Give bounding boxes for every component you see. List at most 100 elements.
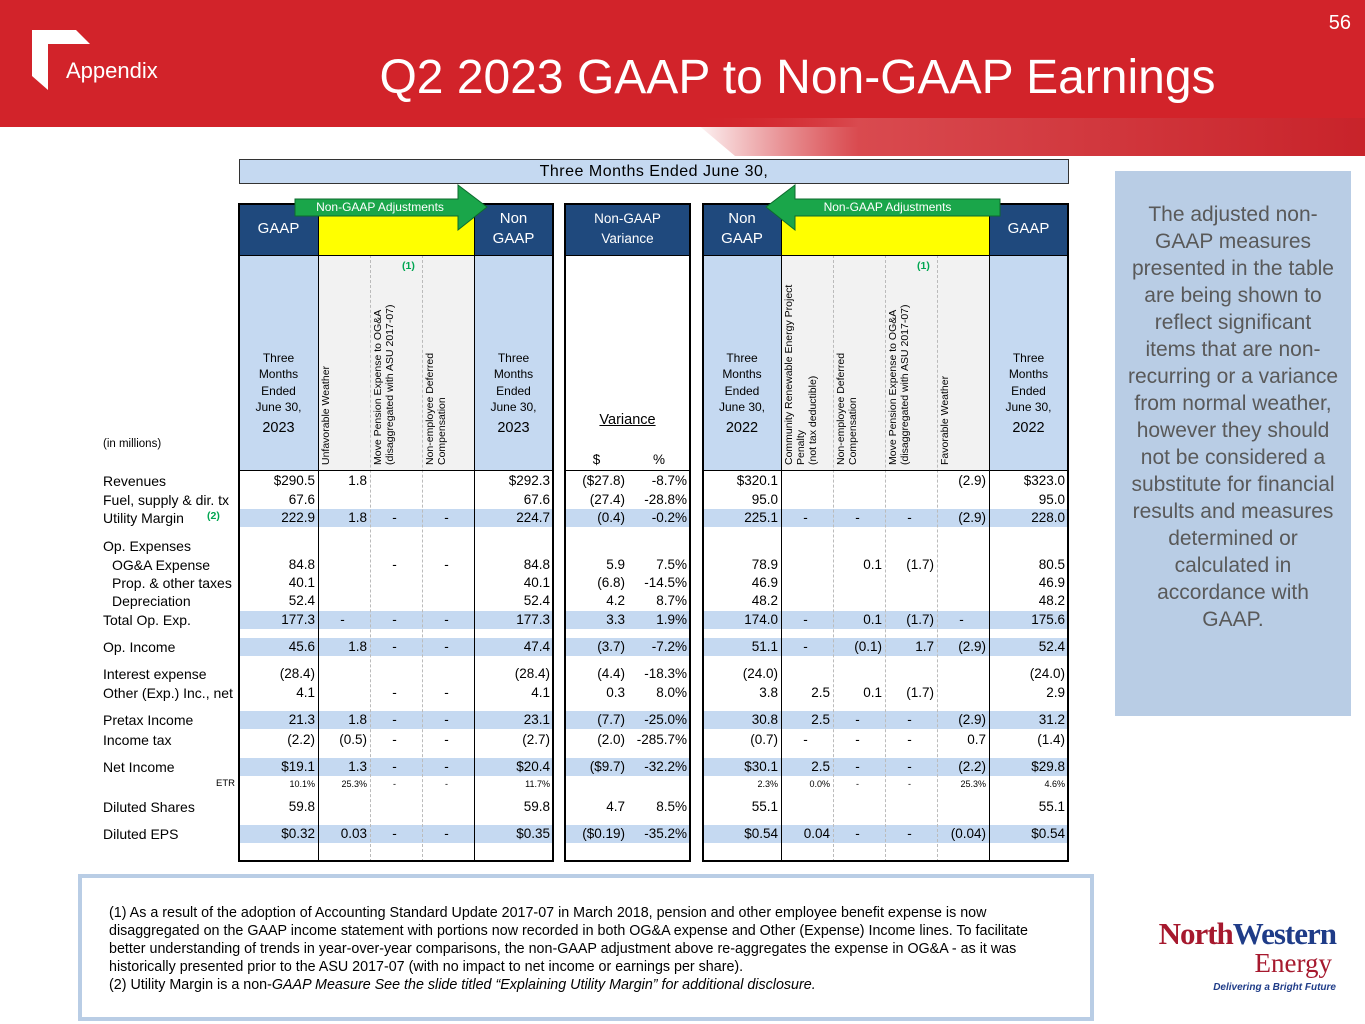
row-shade (565, 758, 690, 776)
table-cell: (1.4) (1037, 732, 1065, 747)
subheader-cell (703, 255, 781, 470)
table-cell: 0.04 (803, 826, 830, 841)
table-cell: ($27.8) (582, 473, 625, 488)
table-cell: 1.8 (348, 639, 367, 654)
rule (565, 255, 690, 256)
table-cell: 3.8 (759, 685, 778, 700)
row-label: Revenues (103, 473, 167, 489)
table-cell: 4.7 (606, 799, 625, 814)
table-cell: - (907, 826, 912, 841)
table-cell: 8.7% (656, 593, 687, 608)
column-header-line: Non-employee Deferred (835, 352, 847, 465)
table-cell: - (803, 612, 808, 627)
table-cell: -285.7% (636, 732, 687, 747)
table-cell: 51.1 (751, 639, 778, 654)
rule (318, 203, 319, 862)
subheader-cell (833, 255, 885, 470)
table-cell: - (444, 639, 449, 654)
rule (370, 255, 371, 862)
adjustments-label: Non-GAAP Adjustments (823, 200, 952, 214)
column-header-line: Months (1008, 367, 1049, 382)
subheader-cell (370, 255, 422, 470)
column-header: $ (592, 452, 601, 467)
table-cell: (0.1) (854, 639, 882, 654)
subheader-cell (989, 255, 1068, 470)
table-cell: $0.35 (516, 826, 550, 841)
table-cell: - (444, 759, 449, 774)
table-cell: 1.7 (915, 639, 934, 654)
rule (239, 255, 553, 256)
header-cell (565, 203, 690, 255)
column-note: (1) (917, 260, 930, 272)
table-cell: (1.7) (906, 685, 934, 700)
row-shade (565, 611, 690, 629)
table-cell: 52.4 (523, 593, 550, 608)
row-shade (565, 638, 690, 656)
rule (565, 470, 690, 471)
table-cell: 225.1 (744, 510, 778, 525)
table-cell: - (392, 510, 397, 525)
rule (703, 470, 1068, 471)
table-cell: - (803, 510, 808, 525)
table-cell: 4.1 (296, 685, 315, 700)
footnote-text: GAAP Measure See the slide titled “Expla… (271, 977, 816, 993)
column-header-line: Ended (496, 383, 531, 398)
table-cell: 228.0 (1031, 510, 1065, 525)
table-cell: (24.0) (742, 666, 778, 681)
rule (989, 203, 990, 862)
subheader-cell (474, 255, 553, 470)
footnote-box: (1) As a result of the adoption of Accou… (78, 874, 1094, 1021)
block-border (564, 203, 691, 862)
table-cell: (28.4) (514, 666, 550, 681)
column-header-year: 2022 (725, 420, 759, 437)
table-cell: (27.4) (589, 492, 625, 507)
column-header-line: Community Renewable Energy Project (783, 284, 795, 465)
column-header-line: June 30, (718, 399, 766, 414)
column-header-year: 2023 (497, 420, 530, 437)
table-cell: (0.4) (597, 510, 625, 525)
table-cell: 40.1 (523, 575, 550, 590)
row-label: Fuel, supply & dir. tx (103, 492, 230, 508)
table-cell: 222.9 (281, 510, 315, 525)
table-cell: 0.1 (863, 612, 882, 627)
table-cell: - (907, 510, 912, 525)
table-cell: (0.04) (950, 826, 986, 841)
column-header-year: 2023 (262, 420, 295, 437)
table-cell: 31.2 (1038, 712, 1065, 727)
table-cell: -32.2% (644, 759, 687, 774)
column-header-line: Ended (724, 383, 760, 398)
column-header: Three Months Ended June 30, 2022 (989, 350, 1068, 438)
table-cell: - (855, 510, 860, 525)
table-cell: (2.2) (287, 732, 315, 747)
table-cell: (1.7) (906, 612, 934, 627)
group-header: Non-GAAP Variance (565, 203, 690, 255)
column-header-line: Months (493, 367, 534, 382)
table-cell: 174.0 (744, 612, 778, 627)
column-header-line: Compensation (847, 397, 859, 465)
table-cell: 84.8 (523, 557, 550, 572)
row-shade (565, 711, 690, 729)
footnote: (1) As a result of the adoption of Accou… (109, 905, 1028, 975)
column-header-line: Non-employee Deferred (424, 352, 436, 465)
group-header-line: GAAP (721, 230, 763, 247)
table-cell: -14.5% (644, 575, 687, 590)
table-cell: - (444, 557, 449, 572)
table-cell: ($0.19) (582, 826, 625, 841)
table-cell: 10.1% (289, 779, 315, 789)
row-label: Prop. & other taxes (112, 575, 232, 591)
table-cell: 4.1 (531, 685, 550, 700)
table-cell: - (444, 826, 449, 841)
table-cell: 2.3% (757, 779, 778, 789)
row-shade (565, 509, 690, 527)
table-cell: 95.0 (751, 492, 778, 507)
column-header-line: (disaggregated with ASU 2017-07) (384, 304, 396, 465)
row-note: (2) (207, 510, 220, 522)
table-cell: 2.9 (1046, 685, 1065, 700)
table-cell: 175.6 (1031, 612, 1065, 627)
table-cell: 48.2 (1038, 593, 1065, 608)
table-cell: (28.4) (279, 666, 315, 681)
table-cell: 46.9 (751, 575, 778, 590)
row-label: Total Op. Exp. (103, 612, 191, 628)
column-header-line: Move Pension Expense to OG&A (372, 309, 384, 465)
table-cell: 23.1 (523, 712, 550, 727)
